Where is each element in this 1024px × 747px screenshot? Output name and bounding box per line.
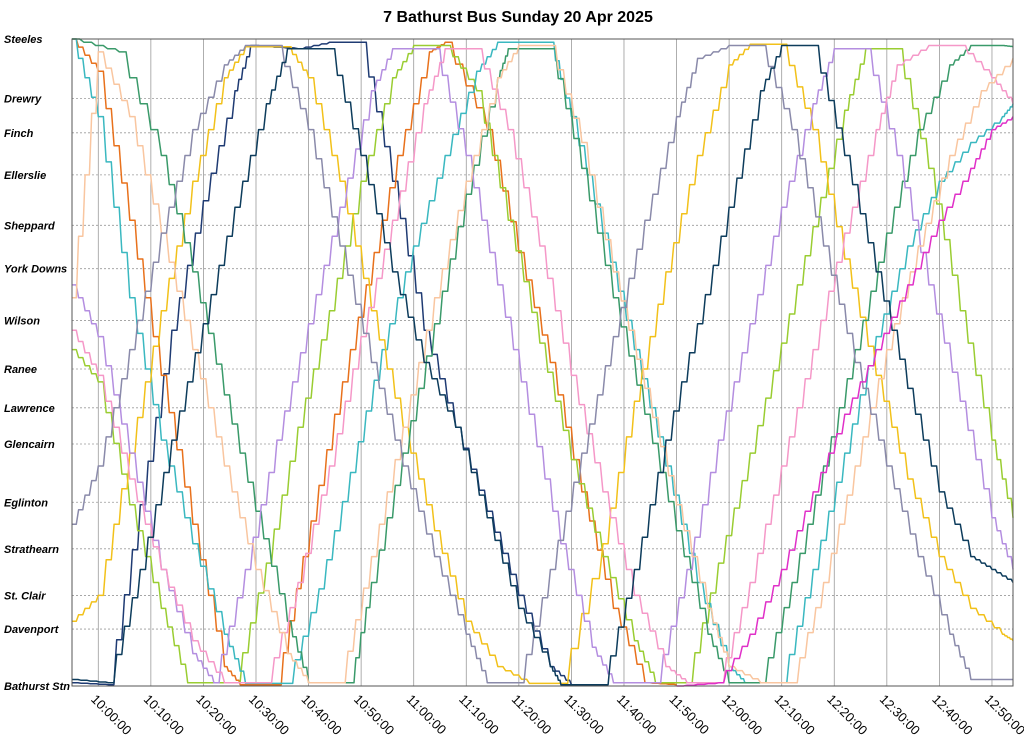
stop-label: Strathearn: [4, 544, 59, 556]
x-axis-labels: 10:00:00 10:10:00 10:20:00 10:30:00 10:40:00…: [88, 692, 1024, 738]
time-tick-label: 10:30:00: [246, 692, 292, 738]
time-tick-label: 12:30:00: [877, 692, 923, 738]
trip-line: [72, 47, 1014, 684]
time-tick-label: 11:30:00: [561, 692, 607, 738]
stop-label: Finch: [4, 128, 34, 140]
stop-label: Sheppard: [4, 220, 55, 232]
stop-label: York Downs: [4, 264, 67, 276]
trip-line: [72, 41, 598, 686]
time-tick-label: 11:40:00: [614, 692, 660, 738]
stop-label: Davenport: [4, 624, 60, 636]
y-axis-labels: Steeles Drewry Finch Ellerslie Sheppard York …: [4, 34, 70, 693]
time-tick-label: 12:00:00: [719, 692, 765, 738]
trip-line: [72, 44, 1014, 684]
plot-frame: [71, 38, 1014, 687]
series-group: [72, 38, 1014, 687]
stop-label: Wilson: [4, 315, 40, 327]
stop-label: Lawrence: [4, 403, 55, 415]
grid: [72, 38, 1013, 687]
stop-label: Ranee: [4, 364, 37, 376]
time-tick-label: 10:00:00: [88, 692, 134, 738]
time-tick-label: 12:50:00: [982, 692, 1024, 738]
time-tick-label: 12:10:00: [772, 692, 818, 738]
trip-line: [72, 44, 1014, 686]
trip-line: [72, 43, 1014, 685]
stop-label: Steeles: [4, 34, 43, 46]
stop-label: Bathurst Stn: [4, 681, 70, 693]
time-tick-label: 10:20:00: [193, 692, 239, 738]
chart-title: 7 Bathurst Bus Sunday 20 Apr 2025: [383, 9, 653, 26]
time-tick-label: 10:50:00: [351, 692, 397, 738]
trip-line: [72, 44, 1014, 684]
trip-line: [72, 38, 677, 686]
stop-label: Eglinton: [4, 497, 48, 509]
stop-label: Ellerslie: [4, 170, 46, 182]
time-tick-label: 12:40:00: [929, 692, 975, 738]
time-tick-label: 11:50:00: [666, 692, 712, 738]
time-tick-label: 10:40:00: [298, 692, 344, 738]
trip-line: [676, 116, 1014, 687]
trip-line: [72, 44, 1013, 684]
stop-label: St. Clair: [4, 590, 46, 602]
time-tick-label: 10:10:00: [141, 692, 187, 738]
trip-line: [72, 44, 1014, 684]
time-tick-label: 11:00:00: [404, 692, 450, 738]
stop-label: Glencairn: [4, 439, 55, 451]
time-tick-label: 11:20:00: [509, 692, 555, 738]
time-tick-label: 11:10:00: [456, 692, 502, 738]
trip-line: [72, 38, 1014, 684]
trip-line: [72, 38, 1014, 685]
time-tick-label: 12:20:00: [824, 692, 870, 738]
stop-label: Drewry: [4, 94, 42, 106]
